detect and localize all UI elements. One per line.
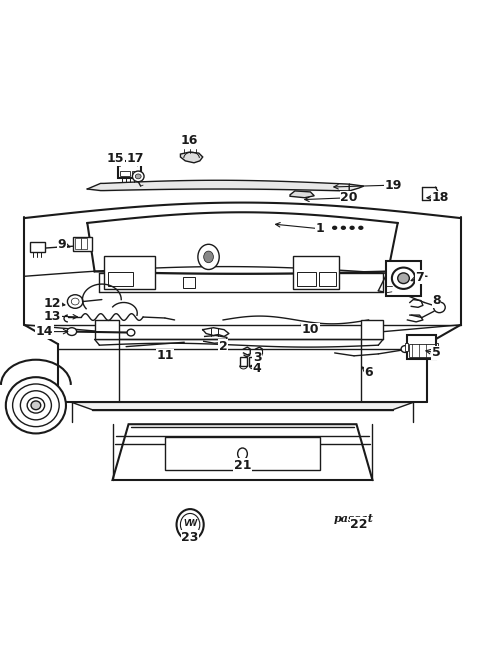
Text: 4: 4	[252, 362, 261, 375]
Text: 7: 7	[414, 271, 423, 284]
Text: 17: 17	[127, 153, 144, 165]
Polygon shape	[348, 184, 363, 191]
Polygon shape	[112, 424, 372, 480]
Text: 19: 19	[383, 179, 401, 191]
Ellipse shape	[349, 226, 353, 229]
Bar	[165, 438, 319, 470]
Ellipse shape	[67, 295, 83, 308]
Ellipse shape	[433, 302, 444, 312]
Text: passat: passat	[333, 513, 373, 524]
Text: VW: VW	[182, 519, 197, 528]
Bar	[408, 344, 434, 357]
Ellipse shape	[135, 174, 141, 179]
Text: 20: 20	[340, 191, 357, 204]
Bar	[249, 357, 257, 365]
Bar	[75, 238, 80, 249]
Ellipse shape	[6, 377, 66, 434]
Text: 23: 23	[181, 531, 198, 544]
Ellipse shape	[31, 401, 41, 409]
Text: 11: 11	[156, 349, 173, 363]
Bar	[107, 272, 133, 286]
Ellipse shape	[237, 448, 247, 460]
Text: 1: 1	[315, 222, 324, 235]
Text: 14: 14	[36, 325, 53, 338]
Text: 10: 10	[301, 323, 318, 336]
Ellipse shape	[176, 509, 203, 540]
Ellipse shape	[180, 514, 199, 536]
Ellipse shape	[332, 226, 336, 229]
Bar	[318, 272, 335, 286]
Ellipse shape	[67, 328, 76, 335]
Ellipse shape	[341, 226, 345, 229]
Bar	[132, 171, 138, 177]
Text: 18: 18	[431, 191, 448, 204]
Ellipse shape	[127, 329, 135, 336]
Ellipse shape	[13, 384, 59, 427]
Text: 15: 15	[106, 153, 124, 165]
Bar	[435, 343, 438, 351]
Text: 13: 13	[44, 310, 61, 322]
Bar	[385, 261, 420, 296]
Text: 5: 5	[431, 347, 440, 359]
Bar	[73, 237, 92, 251]
Text: 21: 21	[233, 459, 251, 472]
Bar	[293, 256, 339, 289]
Bar	[81, 238, 87, 249]
Bar	[30, 242, 45, 252]
Text: 8: 8	[431, 294, 440, 307]
Bar	[405, 343, 408, 351]
Text: 9: 9	[58, 237, 66, 251]
Ellipse shape	[27, 397, 45, 413]
Bar	[407, 334, 436, 359]
Text: 2: 2	[218, 340, 227, 353]
Bar	[118, 161, 140, 179]
Polygon shape	[72, 402, 412, 409]
Ellipse shape	[397, 273, 408, 284]
Text: 16: 16	[180, 134, 197, 147]
Bar	[104, 256, 155, 289]
Ellipse shape	[391, 268, 414, 289]
Bar	[239, 357, 247, 365]
Polygon shape	[180, 152, 202, 163]
Text: 3: 3	[252, 351, 261, 365]
Bar	[94, 320, 119, 339]
Ellipse shape	[400, 346, 408, 353]
Bar	[120, 171, 130, 177]
Ellipse shape	[197, 244, 219, 270]
Text: 6: 6	[363, 366, 372, 379]
Bar	[361, 320, 382, 339]
Ellipse shape	[203, 251, 213, 263]
Ellipse shape	[132, 171, 144, 182]
Ellipse shape	[358, 226, 362, 229]
Text: 22: 22	[349, 518, 367, 531]
Bar	[183, 277, 195, 288]
Ellipse shape	[71, 298, 79, 305]
Polygon shape	[289, 191, 314, 198]
Ellipse shape	[20, 391, 51, 420]
Bar	[296, 272, 316, 286]
Text: 12: 12	[44, 297, 61, 310]
